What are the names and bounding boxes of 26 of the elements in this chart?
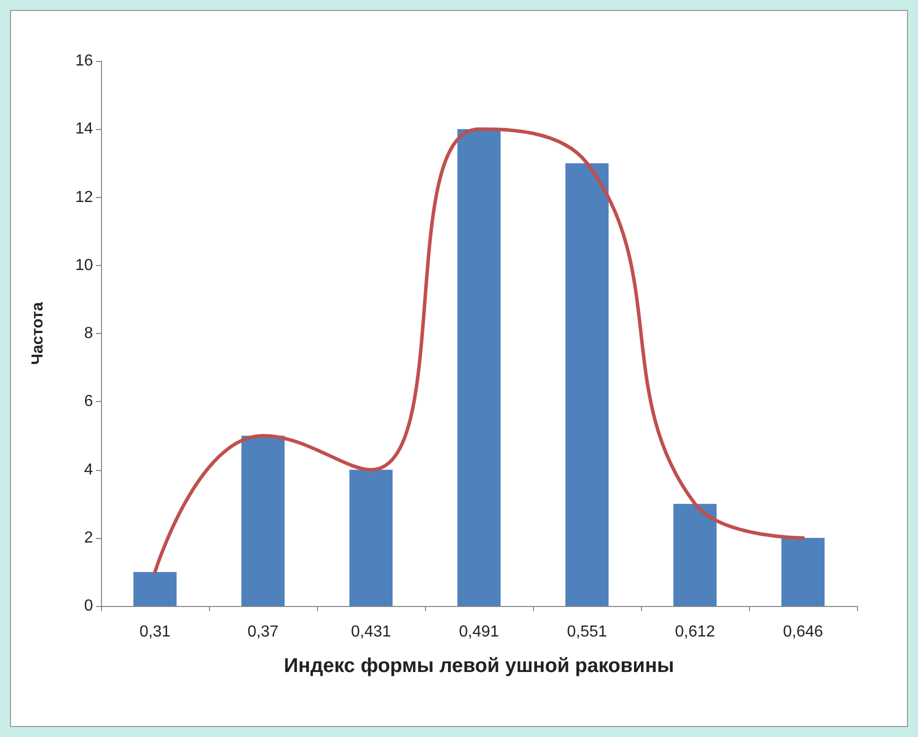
x-tick-label: 0,431: [350, 624, 392, 640]
y-tick-label: 8: [84, 325, 94, 342]
x-tick-label: 0,646: [782, 624, 824, 640]
x-tick-label: 0,491: [458, 624, 500, 640]
y-tick-label: 2: [84, 529, 94, 546]
bar: [565, 163, 609, 606]
x-tick-label: 0,612: [674, 624, 716, 640]
line-series: [153, 127, 805, 574]
y-tick-label: 16: [75, 52, 94, 70]
bar: [349, 470, 393, 606]
y-tick-label: 12: [75, 188, 94, 206]
x-axis-title: Индекс формы левой ушной раковины: [284, 655, 674, 677]
y-axis-title: Частота: [30, 302, 46, 365]
y-tick-label: 10: [75, 256, 94, 274]
y-tick-label: 4: [84, 461, 94, 478]
bar: [781, 538, 825, 606]
y-tick-label: 6: [84, 393, 94, 410]
bar: [457, 129, 501, 606]
x-tick-label: 0,31: [139, 624, 171, 640]
y-tick-label: 14: [75, 120, 94, 138]
bar: [133, 572, 177, 606]
x-tick-label: 0,37: [247, 624, 279, 640]
bar: [241, 436, 285, 606]
bar: [673, 504, 717, 606]
y-tick-label: 0: [84, 598, 94, 614]
x-tick-label: 0,551: [566, 624, 608, 640]
